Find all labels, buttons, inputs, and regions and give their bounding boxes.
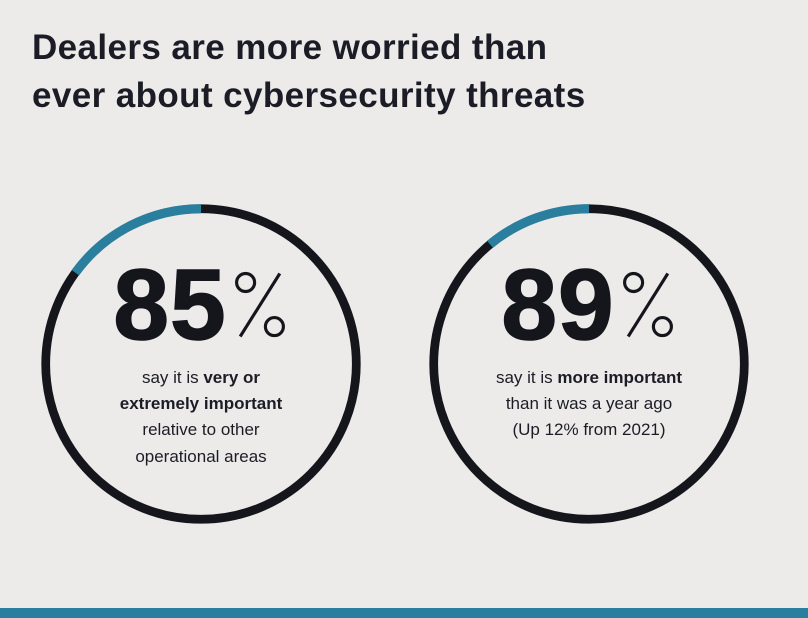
stat-number: 85 <box>113 248 227 361</box>
stat-value: 85 <box>113 248 288 361</box>
donut-content: 89 say it is more important than it was … <box>424 199 754 529</box>
stat-description-post: relative to other operational areas <box>135 420 267 466</box>
accent-bottom-bar <box>0 608 808 618</box>
page-title-line2: ever about cybersecurity threats <box>32 76 586 116</box>
page-title-line1: Dealers are more worried than <box>32 28 548 67</box>
donut-chart-importance: 85 say it is very or extremely important… <box>36 199 366 529</box>
donut-ring-track <box>41 203 361 524</box>
donut-content: 85 say it is very or extremely important… <box>36 199 366 529</box>
percent-icon <box>234 271 285 337</box>
stat-description-pre: say it is <box>495 367 558 387</box>
stat-description-pre: say it is <box>141 367 204 387</box>
stat-description-bold: more important <box>557 367 683 387</box>
percent-icon <box>622 271 673 337</box>
donut-ring <box>41 203 361 524</box>
donut-ring <box>429 203 749 524</box>
donut-chart-year-over-year: 89 say it is more important than it was … <box>424 199 754 529</box>
stat-number: 89 <box>501 248 615 361</box>
stat-description-bold: very or extremely important <box>119 367 283 413</box>
stat-value: 89 <box>501 248 676 361</box>
page-title: Dealers are more worried than ever about… <box>0 0 808 121</box>
stat-description: say it is very or extremely important re… <box>107 365 295 470</box>
stat-description-post: than it was a year ago (Up 12% from 2021… <box>505 393 673 440</box>
donut-ring-accent-arc <box>487 203 590 248</box>
donut-charts-row: 85 say it is very or extremely important… <box>0 199 808 529</box>
stat-description: say it is more important than it was a y… <box>495 365 683 444</box>
donut-ring-accent-arc <box>71 203 202 276</box>
